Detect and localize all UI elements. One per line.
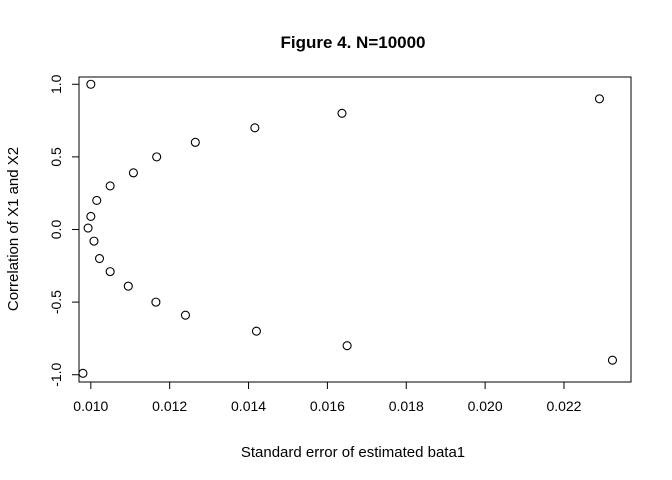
- data-point: [105, 181, 115, 191]
- chart-title: Figure 4. N=10000: [280, 33, 425, 52]
- x-axis: 0.010 0.012 0.014 0.016 0.018 0.020 0.022: [73, 381, 582, 414]
- data-point: [607, 355, 618, 365]
- data-point: [250, 123, 260, 133]
- x-tick-label: 0.014: [231, 398, 266, 414]
- x-tick-label: 0.020: [468, 398, 503, 414]
- data-point: [86, 211, 96, 221]
- data-point: [89, 236, 99, 246]
- x-tick-label: 0.018: [389, 398, 424, 414]
- x-tick-label: 0.012: [152, 398, 187, 414]
- data-point: [594, 94, 605, 104]
- y-tick-label: 0.5: [48, 147, 64, 167]
- y-tick-label: 0.0: [48, 220, 64, 240]
- data-point: [105, 267, 115, 277]
- data-point: [83, 223, 93, 233]
- data-point: [123, 281, 133, 291]
- y-tick-label: 1.0: [48, 74, 64, 94]
- x-axis-label: Standard error of estimated bata1: [241, 444, 465, 461]
- data-points: [78, 79, 618, 378]
- data-point: [128, 168, 138, 178]
- x-tick-label: 0.016: [310, 398, 345, 414]
- y-axis-label: Correlation of X1 and X2: [5, 147, 22, 311]
- data-point: [342, 341, 352, 351]
- x-tick-label: 0.022: [546, 398, 581, 414]
- x-tick-label: 0.010: [73, 398, 108, 414]
- data-point: [78, 368, 88, 378]
- y-axis: -1.0 -0.5 0.0 0.5 1.0: [48, 74, 80, 387]
- data-point: [152, 152, 162, 162]
- data-point: [94, 253, 105, 264]
- data-point: [86, 79, 96, 89]
- data-point: [337, 108, 347, 118]
- y-tick-label: -0.5: [48, 290, 64, 314]
- plot-frame: [78, 76, 632, 383]
- data-point: [251, 326, 261, 336]
- data-point: [92, 195, 102, 206]
- data-point: [180, 310, 191, 320]
- y-tick-label: -1.0: [48, 362, 64, 386]
- data-point: [190, 137, 200, 147]
- data-point: [151, 297, 161, 307]
